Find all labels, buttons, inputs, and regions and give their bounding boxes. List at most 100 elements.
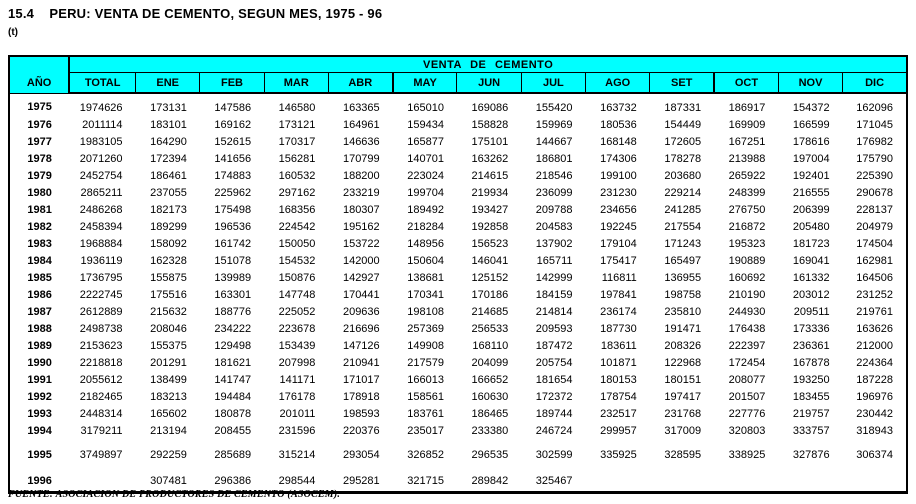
value-cell-feb: 141747 bbox=[214, 373, 252, 386]
year-cell: 1984 bbox=[27, 254, 52, 267]
value-cell-ene: 292259 bbox=[150, 449, 187, 461]
year-cell: 1992 bbox=[27, 390, 52, 403]
value-cell-set: 172605 bbox=[664, 135, 702, 148]
value-cell-may: 165010 bbox=[407, 101, 444, 114]
value-cell-jul: 325467 bbox=[535, 475, 573, 487]
value-cell-oct: 190889 bbox=[728, 254, 766, 267]
value-cell-ago: 236174 bbox=[600, 305, 637, 318]
value-cell-nov: 167878 bbox=[792, 356, 830, 369]
value-cell-abr: 142000 bbox=[342, 254, 380, 267]
value-cell-dic: 228137 bbox=[856, 203, 893, 216]
value-cell-mar: 297162 bbox=[278, 186, 316, 199]
year-cell: 1987 bbox=[27, 305, 52, 318]
value-cell-may: 183761 bbox=[407, 407, 444, 420]
value-cell-total: 3179211 bbox=[80, 424, 123, 437]
year-cell: 1983 bbox=[27, 237, 52, 250]
value-cell-may: 158561 bbox=[407, 390, 444, 403]
value-cell-dic: 219761 bbox=[856, 305, 893, 318]
year-cell: 1985 bbox=[27, 271, 52, 284]
value-cell-set: 317009 bbox=[664, 424, 702, 437]
value-cell-nov: 209511 bbox=[793, 305, 830, 318]
value-cell-may: 218284 bbox=[407, 220, 444, 233]
value-cell-ago: 175417 bbox=[600, 254, 637, 267]
value-cell-jul: 159969 bbox=[535, 118, 573, 131]
value-cell-mar: 173121 bbox=[278, 118, 316, 131]
value-cell-mar: 231596 bbox=[278, 424, 316, 437]
value-cell-oct: 213988 bbox=[728, 152, 766, 165]
column-header-ago: AGO bbox=[585, 72, 651, 94]
page-title: 15.4 PERU: VENTA DE CEMENTO, SEGUN MES, … bbox=[8, 6, 383, 21]
value-cell-oct: 186917 bbox=[728, 101, 766, 114]
table-row-1978: 1978 2071260 172394 141656 156281 170799 14070… bbox=[9, 150, 907, 167]
value-cell-feb: 180878 bbox=[214, 407, 252, 420]
value-cell-oct: 244930 bbox=[728, 305, 766, 318]
value-cell-ago: 178754 bbox=[600, 390, 637, 403]
value-cell-ago: 179104 bbox=[600, 237, 637, 250]
value-cell-nov: 161332 bbox=[792, 271, 830, 284]
value-cell-jun: 125152 bbox=[471, 271, 509, 284]
value-cell-mar: 141171 bbox=[279, 373, 316, 386]
value-cell-dic: 176982 bbox=[856, 135, 893, 148]
value-cell-ago: 234656 bbox=[600, 203, 637, 216]
value-cell-dic: 174504 bbox=[856, 237, 893, 250]
table-body: 1975 1974626 173131 147586 146580 163365 16501… bbox=[9, 93, 907, 493]
value-cell-oct: 276750 bbox=[728, 203, 766, 216]
year-cell: 1975 bbox=[27, 101, 52, 114]
table-header: AÑO VENTA DE CEMENTO TOTAL ENE FEB MAR ABR MA… bbox=[8, 55, 908, 94]
value-cell-abr: 153722 bbox=[342, 237, 380, 250]
value-cell-total: 1983105 bbox=[79, 135, 123, 148]
value-cell-total: 2486268 bbox=[79, 203, 123, 216]
column-header-set: SET bbox=[649, 72, 715, 94]
value-cell-jun: 289842 bbox=[471, 475, 509, 487]
value-cell-abr: 295281 bbox=[342, 475, 380, 487]
value-cell-jun: 169086 bbox=[471, 101, 509, 114]
value-cell-feb: 296386 bbox=[214, 475, 252, 487]
table-row-1982: 1982 2458394 189299 196536 224542 195162 21828… bbox=[9, 218, 907, 235]
value-cell-oct: 227776 bbox=[728, 407, 766, 420]
table-row-1989: 1989 2153623 155375 129498 153439 147126 14990… bbox=[9, 337, 907, 354]
value-cell-ene: 155375 bbox=[150, 339, 187, 352]
value-cell-abr: 170441 bbox=[342, 288, 380, 301]
value-cell-nov: 203012 bbox=[792, 288, 830, 301]
value-cell-nov: 192401 bbox=[792, 169, 830, 182]
table-row-1992: 1992 2182465 183213 194484 176178 178918 15856… bbox=[9, 388, 907, 405]
value-cell-total: 2182465 bbox=[79, 390, 123, 403]
column-header-anio: AÑO bbox=[8, 55, 71, 94]
value-cell-mar: 298544 bbox=[278, 475, 316, 487]
value-cell-may: 217579 bbox=[407, 356, 444, 369]
value-cell-dic: 196976 bbox=[856, 390, 893, 403]
value-cell-abr: 142927 bbox=[342, 271, 380, 284]
value-cell-feb: 151078 bbox=[214, 254, 252, 267]
table-row-1987: 1987 2612889 215632 188776 225052 209636 19810… bbox=[9, 303, 907, 320]
value-cell-set: 203680 bbox=[664, 169, 702, 182]
table-row-1994: 1994 3179211 213194 208455 231596 220376 23501… bbox=[9, 422, 907, 439]
value-cell-jun: 296535 bbox=[471, 449, 509, 461]
value-cell-set: 235810 bbox=[664, 305, 702, 318]
value-cell-jul: 172372 bbox=[535, 390, 573, 403]
year-cell: 1976 bbox=[27, 118, 52, 131]
value-cell-jul: 181654 bbox=[535, 373, 573, 386]
value-cell-ene: 186461 bbox=[150, 169, 187, 182]
value-cell-feb: 141656 bbox=[214, 152, 252, 165]
value-cell-may: 148956 bbox=[407, 237, 444, 250]
value-cell-nov: 193250 bbox=[792, 373, 830, 386]
value-cell-may: 159434 bbox=[407, 118, 444, 131]
table-row-1981: 1981 2486268 182173 175498 168356 180307 18949… bbox=[9, 201, 907, 218]
value-cell-total: 2612889 bbox=[79, 305, 123, 318]
value-cell-ago: 183611 bbox=[600, 339, 637, 352]
value-cell-ago: 197841 bbox=[600, 288, 637, 301]
value-cell-ene: 183101 bbox=[150, 118, 187, 131]
value-cell-feb: 208455 bbox=[214, 424, 252, 437]
table-row-1979: 1979 2452754 186461 174883 160532 188200 22302… bbox=[9, 167, 907, 184]
value-cell-total: 1974626 bbox=[79, 101, 123, 114]
value-cell-abr: 195162 bbox=[342, 220, 380, 233]
value-cell-oct: 338925 bbox=[728, 449, 766, 461]
value-cell-ene: 183213 bbox=[150, 390, 187, 403]
value-cell-feb: 129498 bbox=[214, 339, 252, 352]
value-cell-oct: 222397 bbox=[728, 339, 766, 352]
value-cell-set: 328595 bbox=[664, 449, 702, 461]
value-cell-feb: 163301 bbox=[214, 288, 252, 301]
value-cell-set: 197417 bbox=[664, 390, 702, 403]
table-row-1983: 1983 1968884 158092 161742 150050 153722 14895… bbox=[9, 235, 907, 252]
value-cell-mar: 207998 bbox=[278, 356, 316, 369]
